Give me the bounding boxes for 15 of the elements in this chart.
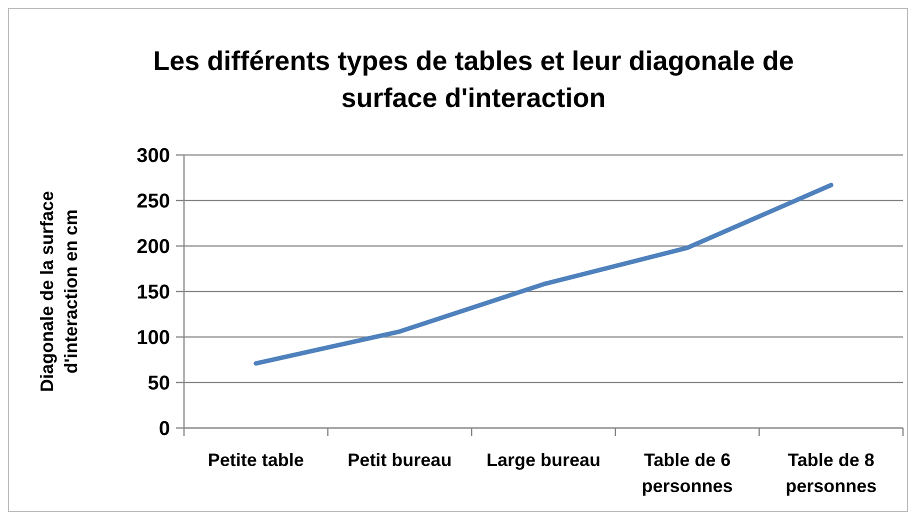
y-tick-label: 50 [148, 372, 170, 394]
y-tick-label: 0 [158, 418, 170, 440]
x-tick-label: Petite table [208, 450, 304, 470]
y-tick-label: 250 [136, 190, 170, 212]
y-axis-title: Diagonale de la surface d'interaction en cm [37, 190, 81, 392]
y-tick-label: 100 [136, 327, 170, 349]
chart-title: Les différents types de tables et leur diagonale de surface d'interaction [153, 46, 794, 113]
y-tick-label: 300 [136, 145, 170, 167]
x-tick-label: Petit bureau [348, 450, 452, 470]
x-tick-label: Table de 6 personnes [642, 450, 733, 496]
line-series [254, 182, 834, 366]
x-tick-label: Table de 8 personnes [786, 450, 877, 496]
x-tick-label: Large bureau [486, 450, 601, 470]
y-tick-label: 150 [136, 282, 170, 304]
y-tick-label: 200 [136, 236, 170, 258]
